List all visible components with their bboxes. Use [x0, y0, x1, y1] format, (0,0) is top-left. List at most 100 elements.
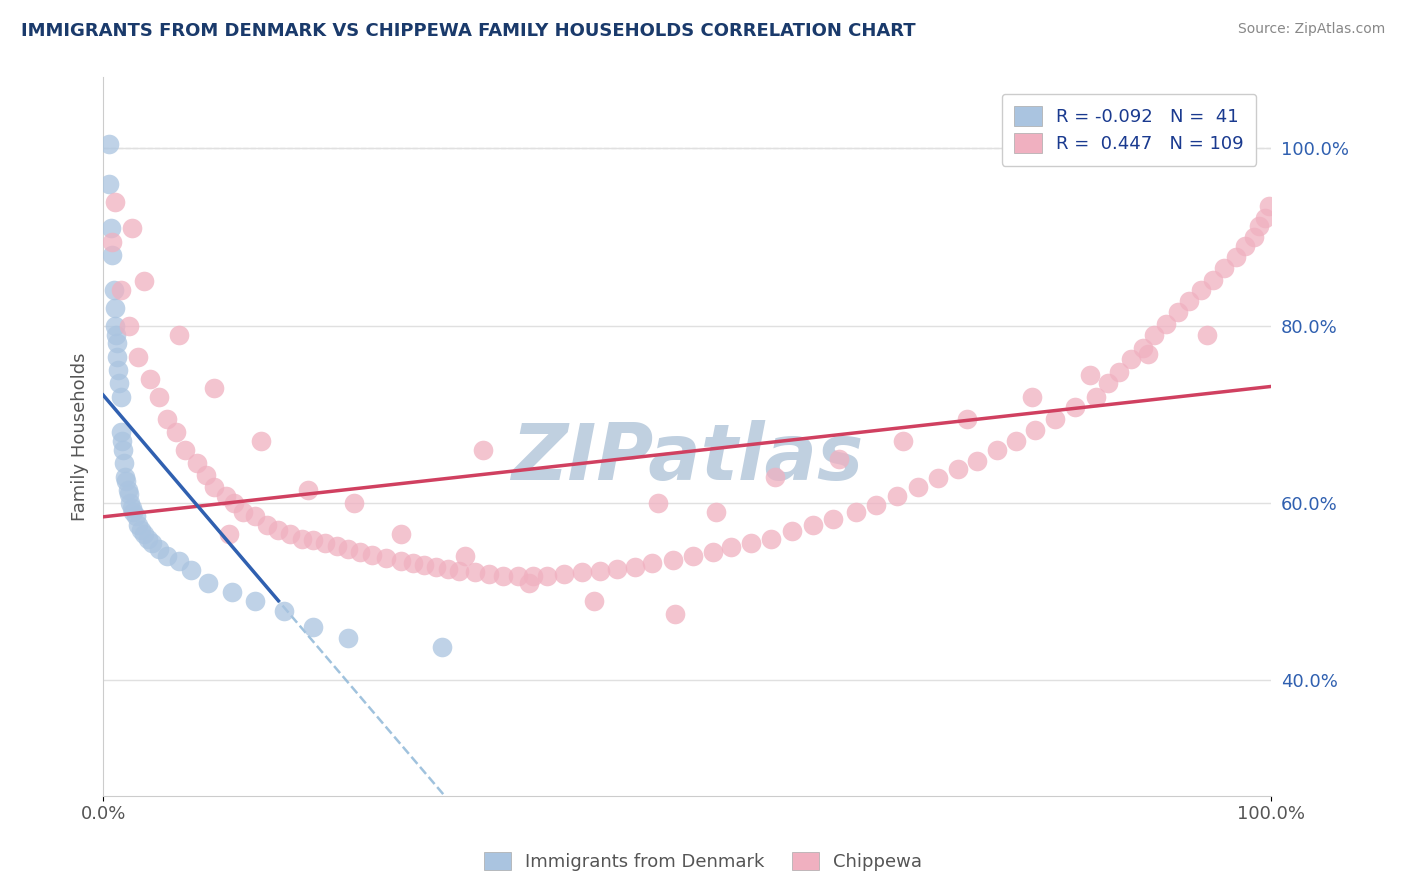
Point: [606, 562, 628, 576]
Point: [1078, 368, 1101, 382]
Point: [121, 500, 143, 515]
Point: [337, 542, 360, 557]
Point: [430, 640, 453, 654]
Y-axis label: Family Households: Family Households: [72, 352, 89, 521]
Point: [186, 456, 208, 470]
Point: [927, 471, 949, 485]
Point: [110, 390, 132, 404]
Point: [761, 532, 783, 546]
Point: [522, 569, 544, 583]
Point: [98, 177, 121, 191]
Point: [98, 136, 121, 151]
Point: [1213, 261, 1236, 276]
Point: [118, 318, 141, 333]
Point: [1225, 250, 1247, 264]
Point: [389, 527, 412, 541]
Point: [828, 451, 851, 466]
Point: [104, 318, 127, 333]
Point: [105, 336, 128, 351]
Point: [1043, 412, 1066, 426]
Point: [139, 372, 162, 386]
Point: [136, 532, 159, 546]
Point: [1108, 365, 1130, 379]
Point: [337, 631, 360, 645]
Text: IMMIGRANTS FROM DENMARK VS CHIPPEWA FAMILY HOUSEHOLDS CORRELATION CHART: IMMIGRANTS FROM DENMARK VS CHIPPEWA FAMI…: [21, 22, 915, 40]
Point: [1257, 199, 1279, 213]
Point: [110, 425, 132, 439]
Point: [702, 545, 724, 559]
Point: [946, 462, 969, 476]
Point: [886, 489, 908, 503]
Point: [107, 363, 129, 377]
Point: [1189, 283, 1212, 297]
Point: [1137, 347, 1160, 361]
Point: [1063, 401, 1085, 415]
Point: [112, 456, 135, 470]
Point: [1021, 390, 1043, 404]
Point: [108, 376, 131, 391]
Point: [389, 554, 412, 568]
Point: [1154, 317, 1177, 331]
Point: [165, 425, 187, 439]
Point: [664, 607, 686, 621]
Point: [449, 564, 471, 578]
Point: [413, 558, 436, 573]
Point: [302, 533, 325, 548]
Point: [167, 327, 190, 342]
Point: [111, 434, 134, 448]
Point: [197, 576, 219, 591]
Point: [491, 569, 513, 583]
Point: [704, 505, 727, 519]
Point: [891, 434, 914, 448]
Point: [132, 274, 155, 288]
Point: [865, 498, 887, 512]
Point: [1005, 434, 1028, 448]
Point: [194, 467, 217, 482]
Point: [243, 509, 266, 524]
Point: [218, 527, 240, 541]
Point: [1132, 341, 1154, 355]
Point: [156, 549, 179, 564]
Point: [1254, 211, 1277, 225]
Point: [1234, 239, 1257, 253]
Point: [966, 453, 988, 467]
Point: [103, 283, 125, 297]
Point: [1119, 352, 1142, 367]
Legend: Immigrants from Denmark, Chippewa: Immigrants from Denmark, Chippewa: [477, 845, 929, 879]
Point: [907, 480, 929, 494]
Point: [1167, 305, 1189, 319]
Text: ZIPatlas: ZIPatlas: [510, 420, 863, 496]
Point: [582, 593, 605, 607]
Point: [956, 412, 979, 426]
Point: [121, 221, 143, 235]
Point: [173, 442, 195, 457]
Point: [148, 542, 170, 557]
Point: [222, 496, 245, 510]
Point: [256, 518, 278, 533]
Point: [111, 442, 134, 457]
Point: [221, 584, 243, 599]
Point: [243, 593, 266, 607]
Point: [297, 483, 319, 497]
Point: [477, 567, 499, 582]
Point: [553, 567, 575, 582]
Point: [101, 248, 124, 262]
Point: [127, 518, 149, 533]
Point: [273, 604, 295, 618]
Point: [132, 527, 155, 541]
Point: [845, 505, 868, 519]
Point: [720, 541, 742, 555]
Point: [464, 566, 486, 580]
Point: [104, 301, 127, 315]
Point: [1084, 390, 1107, 404]
Point: [249, 434, 271, 448]
Point: [1249, 219, 1271, 234]
Point: [302, 620, 325, 634]
Point: [801, 518, 824, 533]
Point: [1097, 376, 1119, 391]
Point: [104, 327, 127, 342]
Point: [101, 235, 124, 249]
Point: [1178, 293, 1201, 308]
Point: [823, 512, 845, 526]
Point: [110, 283, 132, 297]
